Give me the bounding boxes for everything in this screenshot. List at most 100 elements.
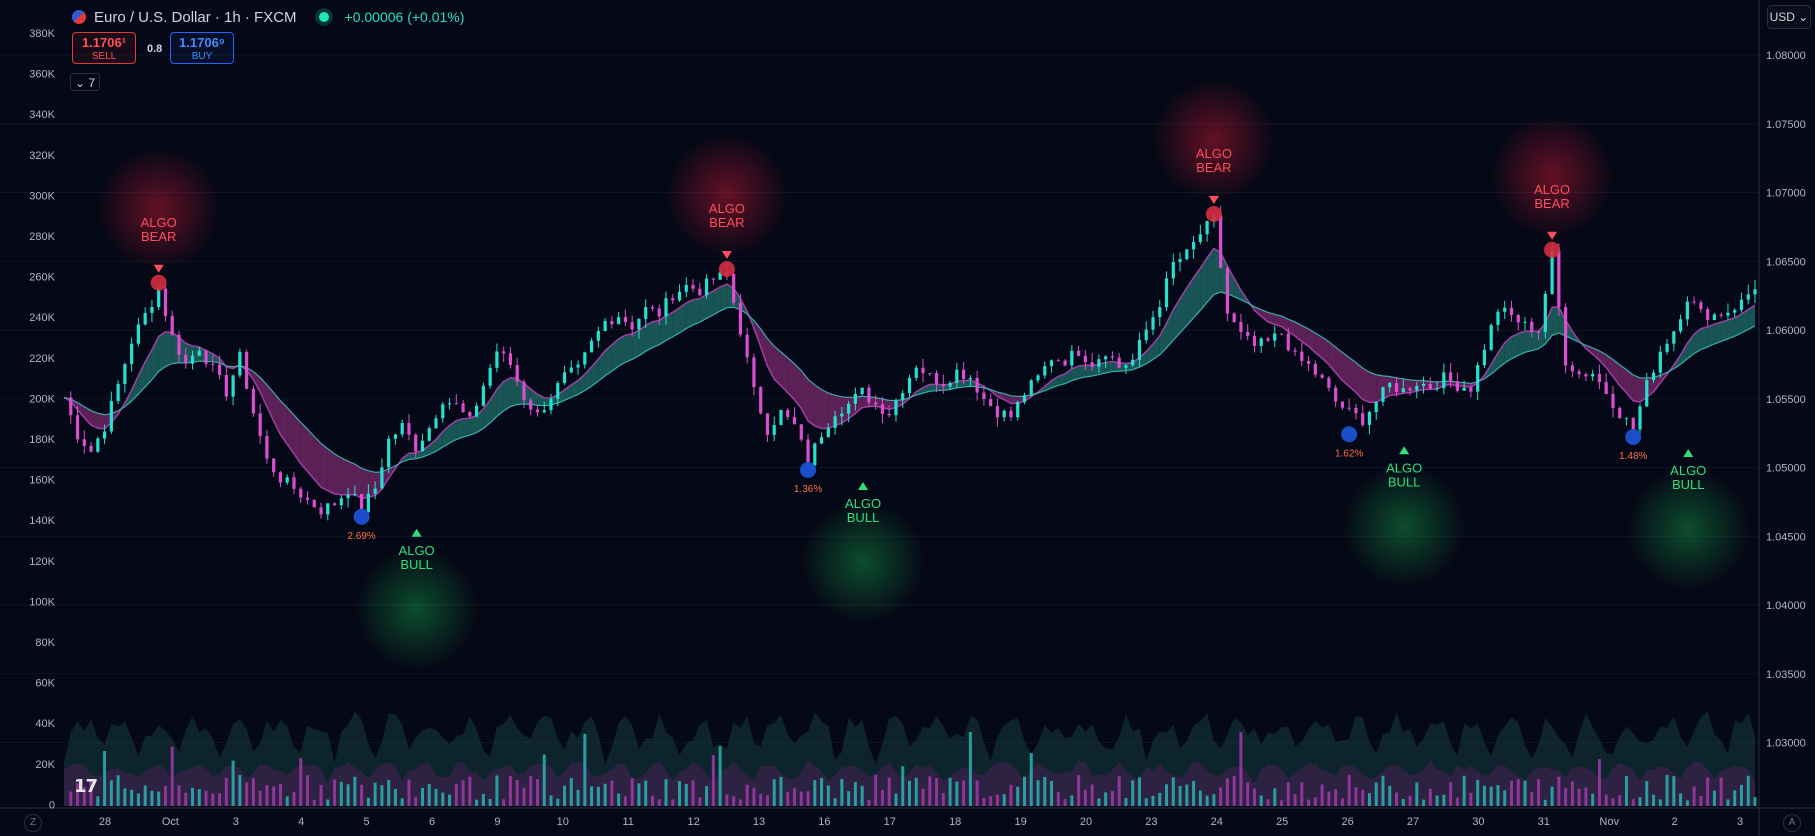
chevron-down-icon: ⌄ [1794, 10, 1809, 24]
price-tick-label: 1.04500 [1766, 531, 1806, 543]
volume-bar [529, 775, 533, 806]
bull-signal-label: ALGO [1386, 460, 1422, 475]
swing-percent-label: 1.48% [1619, 451, 1647, 462]
buy-button[interactable]: 1.1706⁹ BUY [170, 32, 234, 64]
candle-body [901, 393, 905, 401]
buy-price: 1.1706⁹ [179, 35, 225, 50]
volume-bar [637, 783, 641, 806]
candle-body [874, 402, 878, 405]
band-segment [496, 381, 504, 417]
currency-selector[interactable]: USD ⌄ [1767, 5, 1811, 29]
band-segment [625, 333, 633, 363]
band-segment [1010, 395, 1018, 404]
candle-body [982, 392, 986, 400]
volume-bar [982, 798, 986, 806]
candle-body [1672, 331, 1676, 344]
candle-body [1645, 380, 1649, 407]
time-axis[interactable]: 28 Oct 3 4 5 6 9 10 11 12 13 16 17 18 19 20 23 24 25 26 27 30… [99, 816, 1743, 828]
price-tick-label: 1.05500 [1766, 394, 1806, 406]
candle-body [853, 393, 857, 404]
band-segment [1200, 257, 1208, 311]
candle-body [684, 284, 688, 292]
band-segment [1721, 320, 1728, 342]
band-segment [1410, 379, 1417, 393]
volume-bar [1083, 789, 1087, 806]
volume-bar [1056, 791, 1060, 806]
volume-bar [1408, 795, 1412, 806]
band-segment [1274, 314, 1282, 327]
band-segment [929, 384, 937, 392]
band-segment [828, 393, 836, 429]
candle-body [102, 431, 107, 439]
time-tick-label: 23 [1145, 816, 1157, 828]
volume-bar [657, 799, 661, 806]
symbol-header[interactable]: Euro / U.S. Dollar · 1h · FXCM +0.00006 … [72, 6, 464, 28]
volume-bar [441, 792, 445, 806]
band-segment [1606, 354, 1613, 377]
candle-body [1273, 333, 1277, 341]
volume-bar [1665, 774, 1669, 806]
candle-body [251, 388, 255, 414]
volume-bar [1550, 786, 1554, 806]
band-segment [672, 307, 680, 337]
candle-body [1049, 360, 1054, 367]
volume-tick-label: 40K [35, 718, 55, 730]
volume-bar [1469, 792, 1473, 806]
band-segment [882, 398, 890, 410]
volume-bar [576, 789, 580, 806]
band-segment [104, 413, 112, 429]
band-segment [1741, 309, 1749, 333]
volume-bar [1584, 787, 1588, 806]
volume-bar [1009, 784, 1013, 806]
candle-body [475, 405, 479, 417]
band-segment [1680, 343, 1688, 365]
candle-body [1205, 221, 1209, 235]
candle-body [278, 472, 283, 483]
volume-bar [400, 798, 404, 806]
volume-bar [684, 784, 688, 806]
candle-body [623, 317, 628, 323]
time-tick-label: 18 [949, 816, 961, 828]
candle-body [339, 498, 343, 506]
symbol-title[interactable]: Euro / U.S. Dollar · 1h · FXCM [94, 8, 297, 26]
volume-bar [1192, 781, 1196, 806]
band-segment [158, 331, 166, 372]
volume-bar [1753, 797, 1757, 806]
band-segment [1531, 331, 1539, 351]
candle-body [907, 377, 912, 394]
volume-bar [1658, 799, 1662, 806]
candle-body [508, 353, 513, 365]
auto-scale-button[interactable]: A [1783, 814, 1801, 832]
band-segment [1207, 248, 1214, 303]
volume-bar [1361, 789, 1365, 806]
sell-button[interactable]: 1.1706¹ SELL [72, 32, 136, 64]
price-axis[interactable]: 1.08000 1.07500 1.07000 1.06500 1.06000 1.055… [1766, 50, 1806, 750]
band-segment [1430, 381, 1438, 390]
bear-glow [1490, 113, 1615, 238]
band-segment [794, 363, 802, 409]
bull-signal-label: ALGO [1670, 463, 1706, 478]
candle-body [1428, 383, 1432, 389]
band-segment [1518, 330, 1526, 356]
time-tick-label: 20 [1080, 816, 1092, 828]
band-segment [456, 418, 464, 440]
volume-bar [921, 788, 925, 806]
volume-bar [840, 778, 844, 806]
band-segment [1491, 352, 1498, 375]
candle-body [995, 405, 1000, 418]
price-tick-label: 1.07500 [1766, 119, 1806, 131]
bear-signal-label: ALGO [709, 201, 745, 216]
candle-body [1381, 387, 1385, 402]
band-segment [733, 288, 741, 310]
volume-bar [1435, 795, 1439, 806]
band-segment [1558, 307, 1566, 336]
volume-bar [414, 796, 418, 806]
indicators-toggle-button[interactable]: ⌄ 7 [70, 73, 100, 91]
candle-body [1476, 365, 1480, 392]
volume-bar [420, 787, 424, 806]
candle-body [772, 425, 776, 435]
zoom-reset-button[interactable]: Z [24, 814, 42, 832]
bear-glow [664, 133, 789, 257]
volume-bar [799, 791, 803, 806]
